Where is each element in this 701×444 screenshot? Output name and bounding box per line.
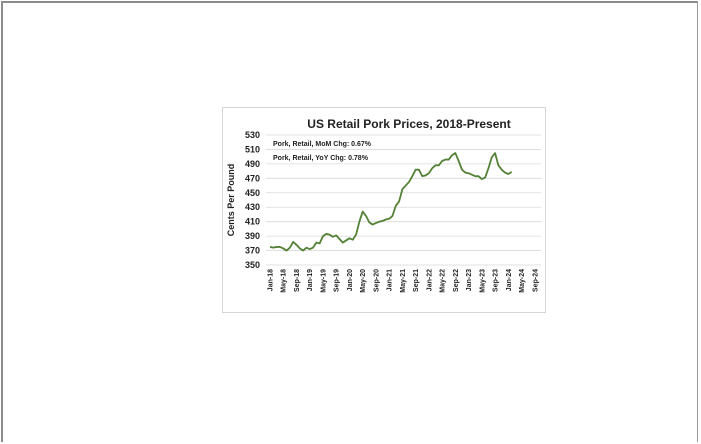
chart-container: US Retail Pork Prices, 2018-Present Cent… xyxy=(222,107,546,313)
mom-change-annotation: Pork, Retail, MoM Chg: 0.67% xyxy=(273,141,372,148)
y-tick-label: 370 xyxy=(245,246,260,256)
y-tick-label: 350 xyxy=(245,260,260,270)
x-tick-label: May-20 xyxy=(360,269,367,293)
x-tick-label: May-24 xyxy=(519,269,526,293)
x-tick-label: Sep-18 xyxy=(294,269,301,292)
x-tick-label: Jan-18 xyxy=(268,269,275,291)
x-tick-label: May-21 xyxy=(400,269,407,293)
x-tick-label: Jan-23 xyxy=(466,269,473,291)
y-tick-label: 530 xyxy=(245,130,260,140)
grid-lines xyxy=(266,134,541,266)
x-tick-label: Jan-24 xyxy=(506,269,513,291)
x-tick-label: Jan-20 xyxy=(347,269,354,291)
x-tick-label: Jan-22 xyxy=(426,269,433,291)
x-tick-label: May-22 xyxy=(440,269,447,293)
x-tick-label: Sep-20 xyxy=(373,269,380,292)
y-tick-label: 430 xyxy=(245,202,260,212)
x-tick-label: Sep-24 xyxy=(532,269,539,292)
y-axis-label: Cents Per Pound xyxy=(226,164,236,237)
x-tick-label: May-18 xyxy=(281,269,288,293)
x-tick-label: May-19 xyxy=(320,269,327,293)
y-tick-label: 470 xyxy=(245,173,260,183)
x-tick-label: May-23 xyxy=(479,269,486,293)
x-tick-labels: Jan-18 May-18 Sep-18 Jan-19 May-19 Sep-19 Jan-… xyxy=(268,269,540,293)
x-tick-label: Sep-23 xyxy=(493,269,500,292)
pork-price-series-line xyxy=(269,152,513,252)
x-tick-label: Sep-21 xyxy=(413,269,420,292)
y-tick-labels: 350 370 390 410 430 450 470 490 510 530 xyxy=(245,130,260,270)
x-tick-label: Sep-19 xyxy=(334,269,341,292)
y-tick-label: 490 xyxy=(245,159,260,169)
y-tick-label: 450 xyxy=(245,188,260,198)
chart-title: US Retail Pork Prices, 2018-Present xyxy=(307,117,510,131)
line-chart: US Retail Pork Prices, 2018-Present Cent… xyxy=(226,117,541,293)
y-tick-label: 510 xyxy=(245,144,260,154)
x-tick-label: Jan-19 xyxy=(307,269,314,291)
yoy-change-annotation: Pork, Retail, YoY Chg: 0.78% xyxy=(273,155,369,162)
x-tick-label: Sep-22 xyxy=(453,269,460,292)
y-tick-label: 390 xyxy=(245,231,260,241)
x-tick-label: Jan-21 xyxy=(387,269,394,291)
y-tick-label: 410 xyxy=(245,217,260,227)
